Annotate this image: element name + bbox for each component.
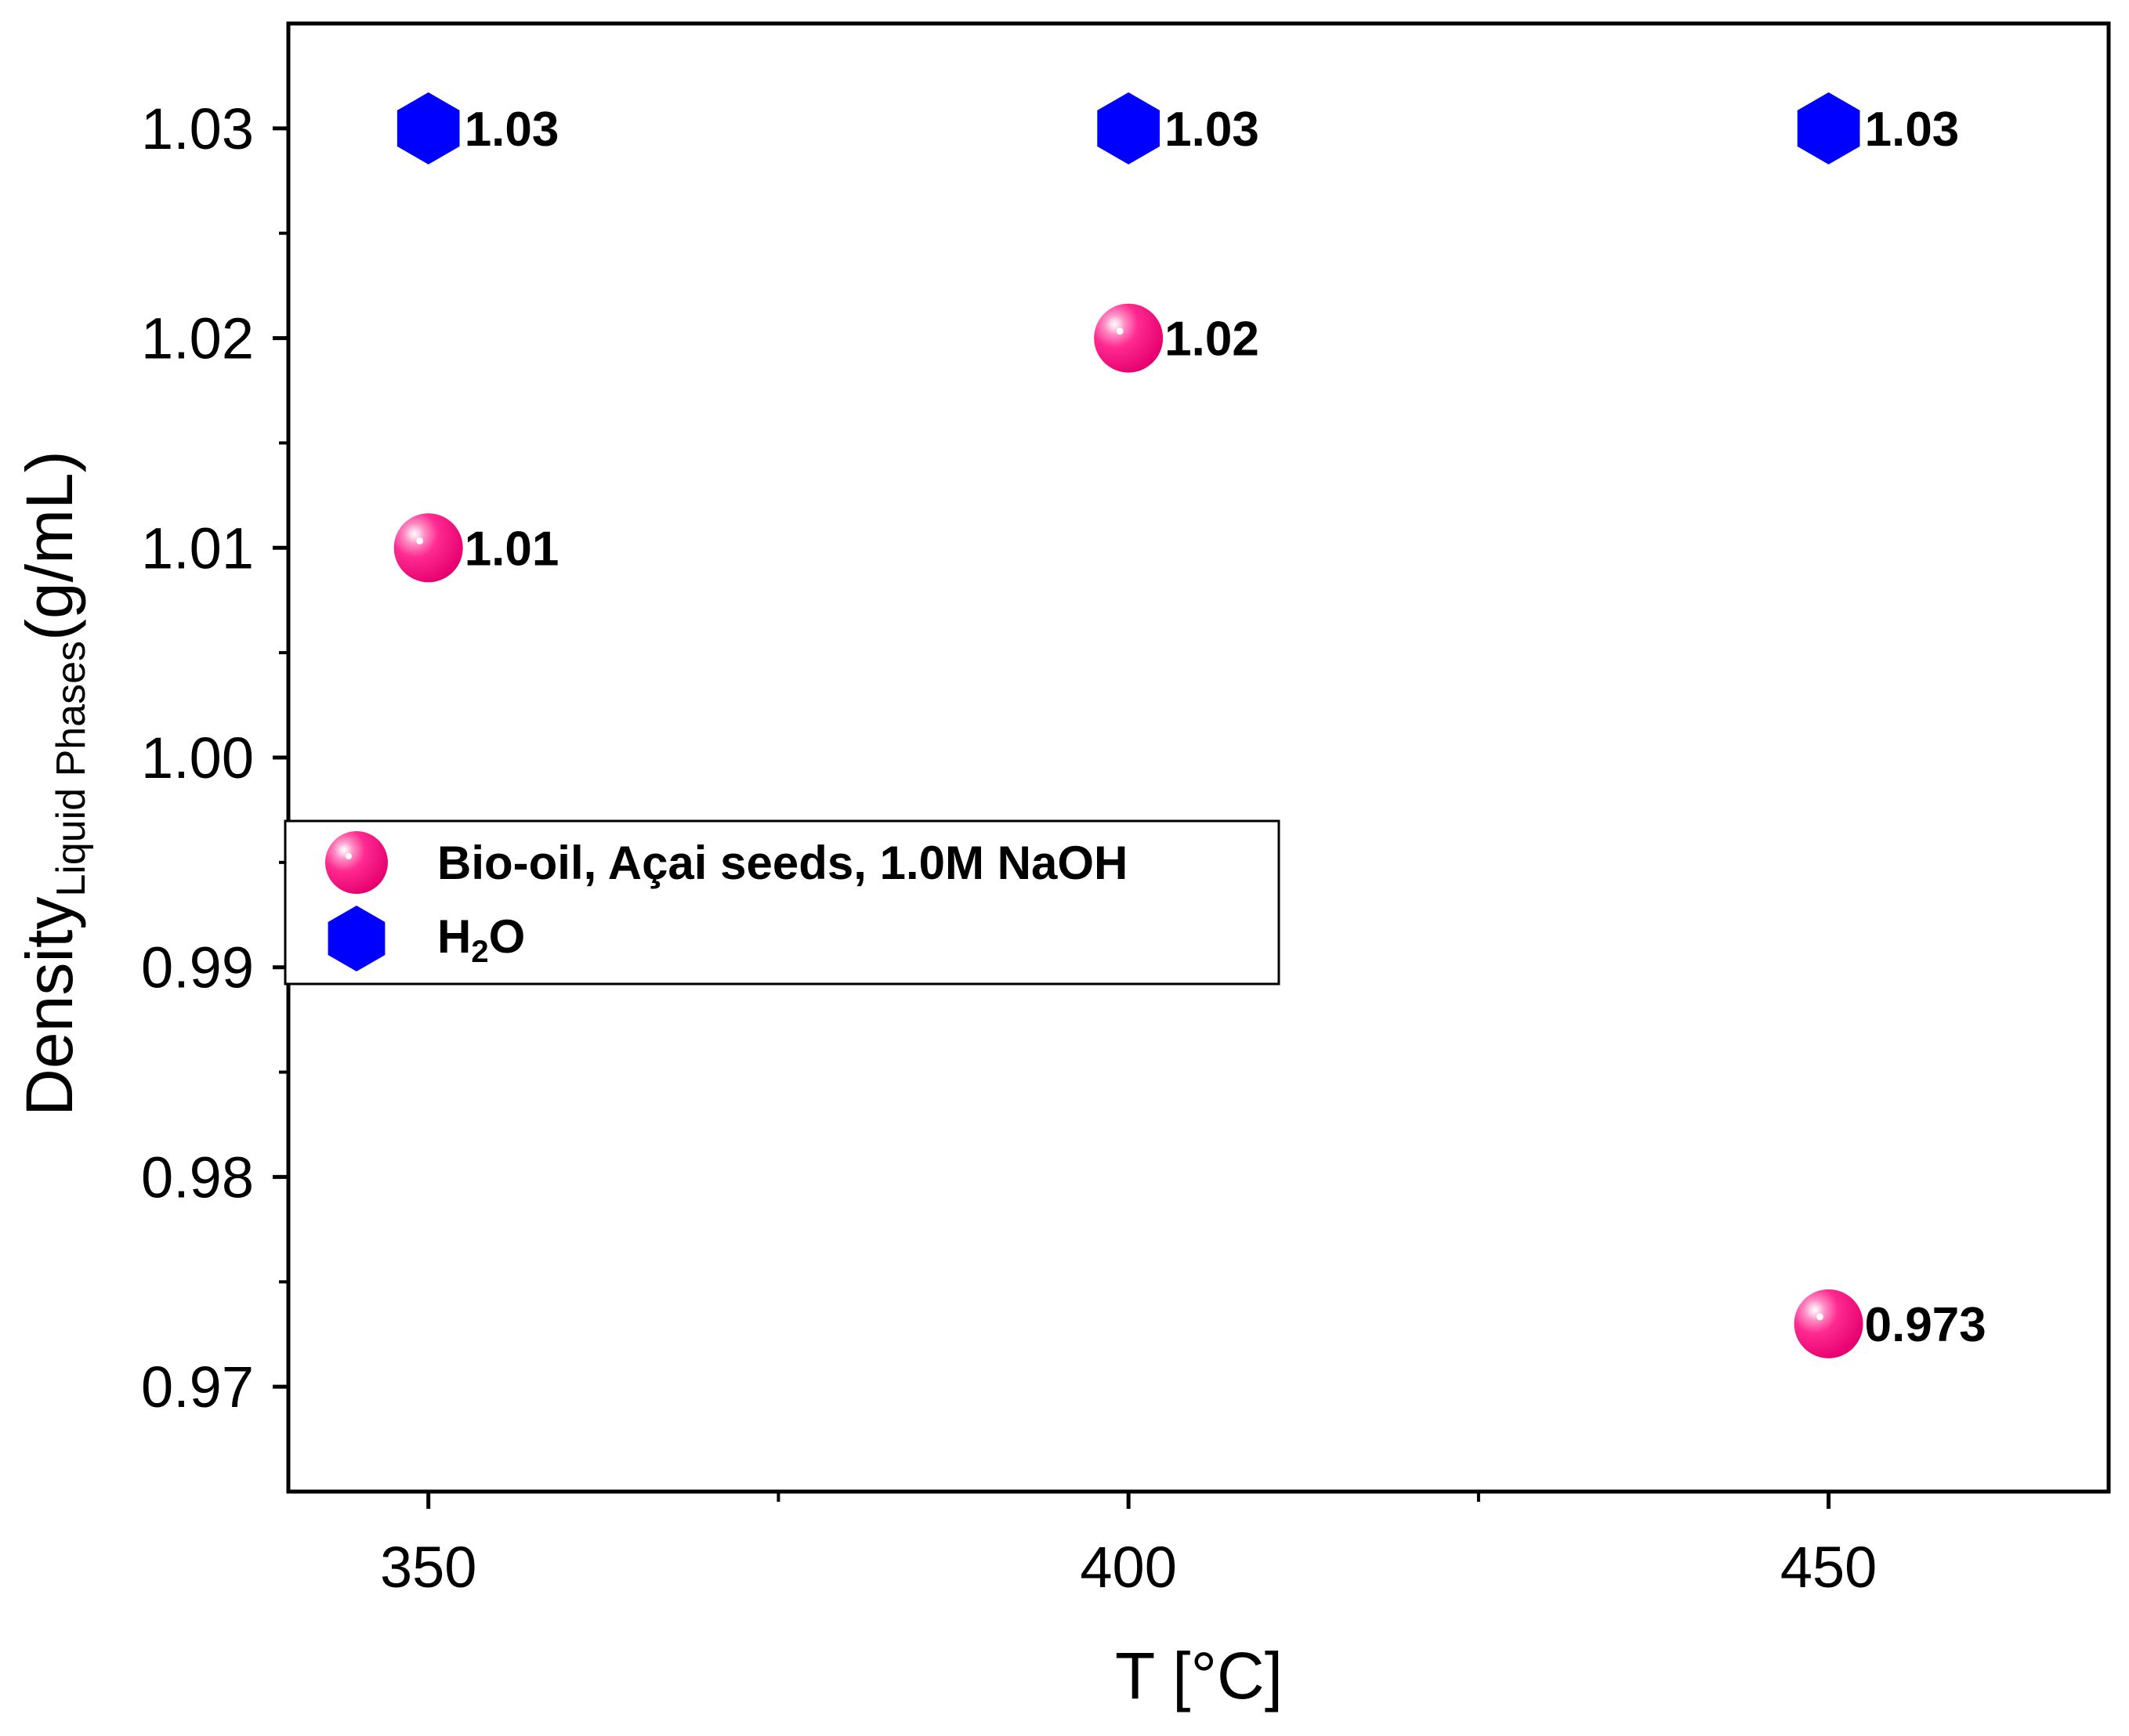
legend-hexagon-shape [328, 906, 386, 971]
y-tick-label: 0.99 [141, 935, 254, 1000]
y-axis-title: DensityLiquid Phases(g/mL) [13, 450, 94, 1116]
water-hexagon-point [1097, 92, 1160, 165]
bio-oil-sphere-point [393, 513, 463, 583]
sphere-body [393, 513, 463, 583]
water-hexagon-point [396, 92, 460, 165]
y-tick-label: 1.02 [141, 306, 254, 371]
legend-water-tail: O [489, 910, 526, 963]
legend-sphere-marker [325, 831, 388, 894]
water-data-label: 1.03 [465, 103, 559, 157]
bio-oil-sphere-point [1094, 303, 1164, 373]
sphere-highlight [416, 537, 424, 544]
y-tick-label: 1.01 [141, 515, 254, 580]
sphere-highlight [1116, 327, 1124, 335]
legend-water-sub: 2 [471, 935, 488, 969]
y-tick-label: 0.98 [141, 1145, 254, 1210]
y-axis-title-subscript: Liquid Phases [49, 641, 94, 897]
legend-label-bio-oil: Bio-oil, Açai seeds, 1.0M NaOH [437, 837, 1128, 889]
legend-water-main: H [437, 910, 471, 963]
bio-oil-sphere-point [1794, 1289, 1863, 1358]
plot-frame [286, 21, 2111, 1494]
x-tick-label: 350 [380, 1535, 476, 1600]
legend-box [284, 819, 1280, 986]
sphere-body [1094, 303, 1164, 373]
x-tick-label: 400 [1080, 1535, 1176, 1600]
water-data-label: 1.03 [1865, 103, 1960, 157]
water-data-label: 1.03 [1164, 103, 1259, 157]
bio-oil-data-label: 0.973 [1865, 1298, 1986, 1352]
bio-oil-data-label: 1.02 [1164, 313, 1259, 367]
legend: Bio-oil, Açai seeds, 1.0M NaOH H2O [284, 819, 1280, 986]
bio-oil-data-label: 1.01 [465, 522, 559, 576]
y-axis-title-main: Density [13, 897, 86, 1116]
y-tick-label: 0.97 [141, 1354, 254, 1420]
sphere-highlight [1816, 1313, 1824, 1321]
y-axis-title-unit: (g/mL) [13, 450, 86, 641]
water-hexagon-point [1797, 92, 1860, 165]
legend-label-water: H2O [437, 910, 525, 969]
y-tick-label: 1.00 [141, 725, 254, 790]
x-tick-label: 450 [1780, 1535, 1877, 1600]
sphere-body [1794, 1289, 1863, 1358]
x-axis-title: T [°C] [1115, 1639, 1283, 1712]
legend-sphere-shape [325, 831, 388, 894]
legend-hexagon-marker [328, 906, 386, 971]
y-tick-label: 1.03 [141, 96, 254, 161]
sphere-highlight [346, 853, 352, 859]
sphere-body [325, 831, 388, 894]
